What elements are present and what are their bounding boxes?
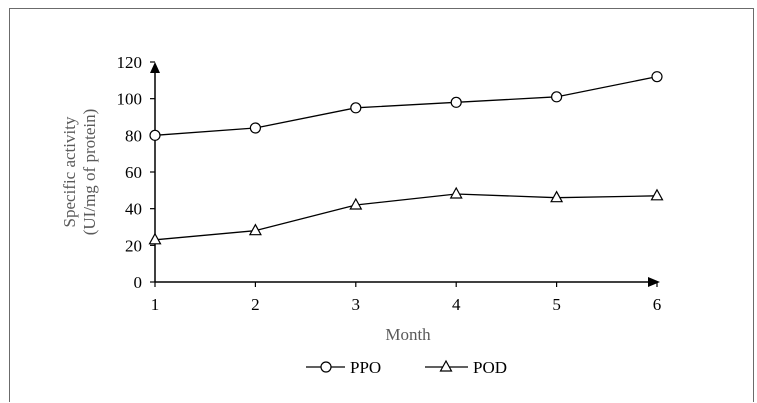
x-tick-label: 5 bbox=[552, 295, 561, 314]
ppo-data-point bbox=[550, 91, 563, 103]
ppo-data-point bbox=[249, 122, 261, 134]
pod-data-point bbox=[449, 186, 463, 199]
ppo-series-line bbox=[154, 76, 658, 136]
legend: PPO POD bbox=[306, 358, 507, 377]
y-tick-label: 40 bbox=[125, 200, 142, 219]
x-tick-label: 1 bbox=[151, 295, 160, 314]
ppo-data-point bbox=[350, 102, 362, 114]
y-tick-label: 100 bbox=[117, 90, 143, 109]
pod-series-line bbox=[154, 193, 658, 241]
y-tick-label: 120 bbox=[117, 53, 143, 72]
legend-pod-triangle-icon bbox=[439, 359, 453, 372]
y-axis-arrow-icon bbox=[150, 62, 160, 73]
y-tick-label: 0 bbox=[134, 273, 143, 292]
x-axis-arrow-icon bbox=[648, 277, 660, 287]
y-tick-label: 80 bbox=[125, 126, 142, 145]
ppo-data-point bbox=[651, 71, 663, 83]
x-tick-label: 3 bbox=[352, 295, 361, 314]
x-axis-title: Month bbox=[385, 325, 431, 344]
y-axis-title-line-2: (UI/mg of protein) bbox=[80, 109, 99, 236]
pod-data-point bbox=[248, 223, 262, 236]
x-tick-label: 6 bbox=[653, 295, 662, 314]
x-tick-label: 4 bbox=[452, 295, 461, 314]
pod-data-point bbox=[550, 190, 564, 203]
y-tick-label: 20 bbox=[125, 236, 142, 255]
pod-data-point bbox=[148, 232, 162, 245]
pod-data-point bbox=[650, 188, 664, 201]
x-tick-label: 2 bbox=[251, 295, 260, 314]
y-tick-label: 60 bbox=[125, 163, 142, 182]
ppo-data-point bbox=[450, 96, 462, 108]
ppo-data-point bbox=[149, 129, 161, 141]
legend-ppo-circle-icon bbox=[320, 361, 332, 373]
figure-frame bbox=[9, 8, 754, 402]
y-axis-title-line-1: Specific activity bbox=[60, 116, 79, 227]
pod-data-point bbox=[349, 197, 363, 210]
legend-ppo-label: PPO bbox=[350, 358, 381, 377]
legend-pod-label: POD bbox=[473, 358, 507, 377]
